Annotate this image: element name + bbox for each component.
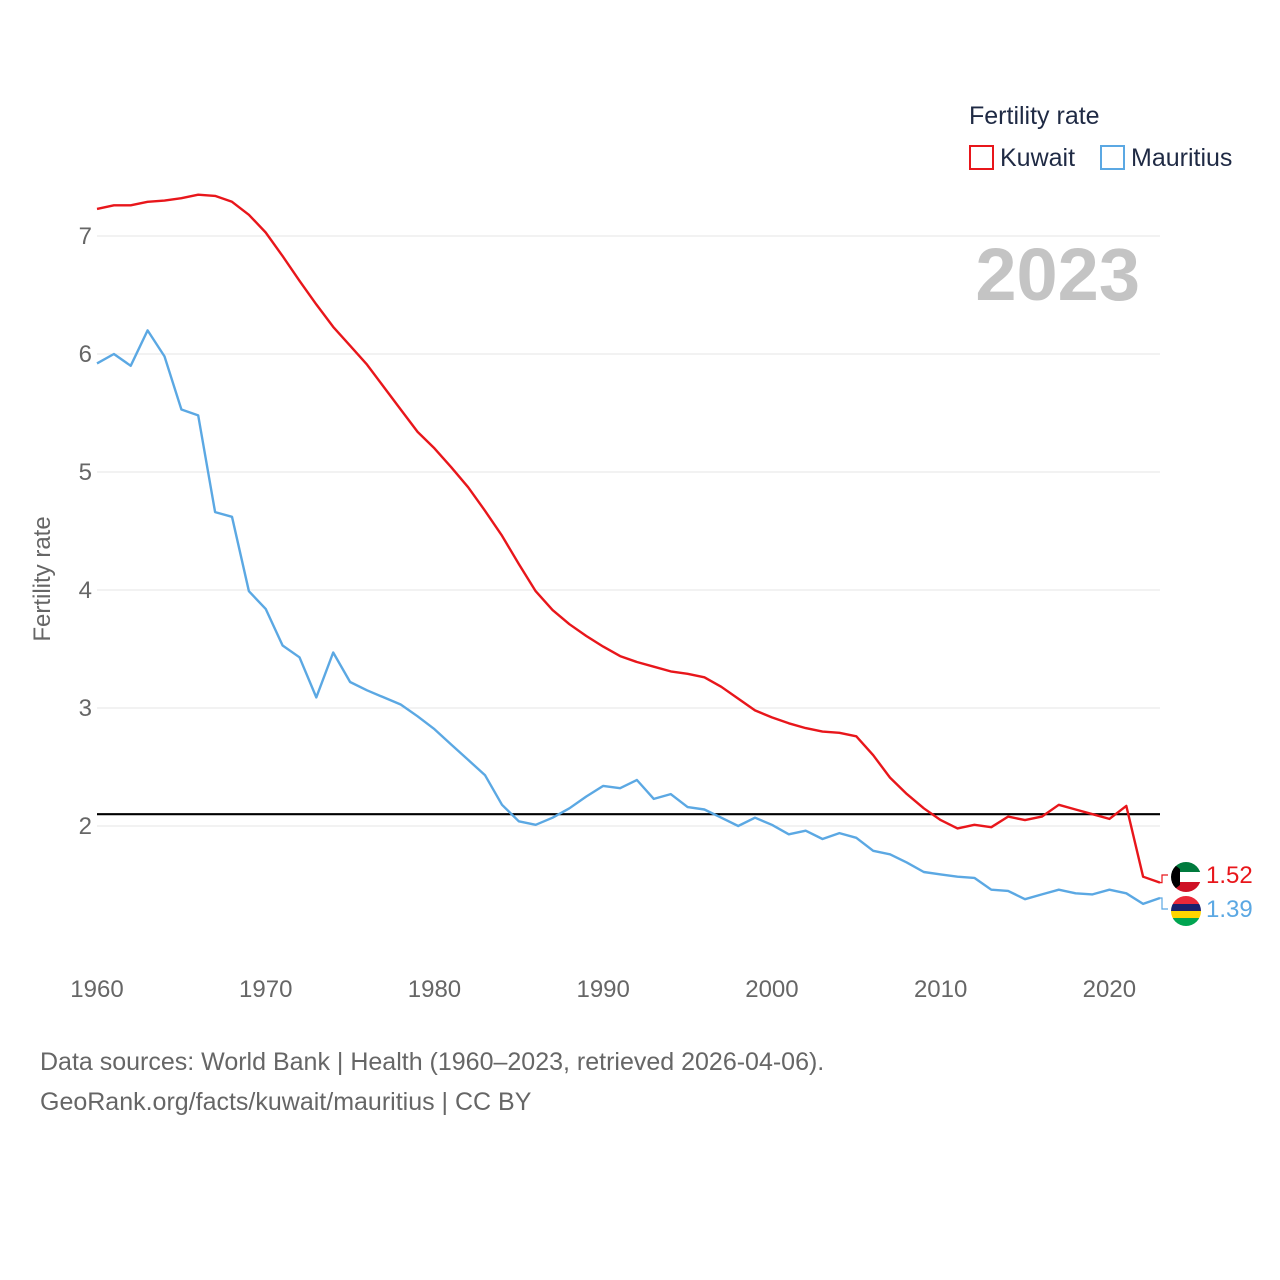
mauritius-flag-icon xyxy=(1171,896,1201,926)
y-tick-labels: 2 3 4 5 6 7 xyxy=(79,223,92,840)
end-label-connector xyxy=(1160,897,1168,910)
year-watermark: 2023 xyxy=(975,233,1140,316)
legend-label-mauritius[interactable]: Mauritius xyxy=(1131,144,1232,172)
legend-title: Fertility rate xyxy=(969,102,1100,130)
end-labels: 1.52 1.39 xyxy=(1160,862,1253,923)
y-tick-label: 5 xyxy=(79,459,92,486)
y-tick-label: 7 xyxy=(79,223,92,250)
kuwait-flag-icon xyxy=(1171,862,1201,892)
attribution-text: GeoRank.org/facts/kuwait/mauritius | CC … xyxy=(40,1088,532,1116)
x-tick-labels: 1960 1970 1980 1990 2000 2010 2020 xyxy=(70,976,1136,1003)
end-label-kuwait: 1.52 xyxy=(1206,862,1253,889)
y-tick-label: 3 xyxy=(79,695,92,722)
x-tick-label: 1970 xyxy=(239,976,292,1003)
end-label-mauritius: 1.39 xyxy=(1206,896,1253,923)
end-label-connector xyxy=(1160,874,1168,884)
y-tick-label: 2 xyxy=(79,813,92,840)
legend-swatch-kuwait[interactable] xyxy=(969,145,994,170)
series-line-mauritius[interactable] xyxy=(96,329,1161,906)
y-axis-label: Fertility rate xyxy=(29,516,56,641)
footer: Data sources: World Bank | Health (1960–… xyxy=(40,1042,824,1122)
series-lines xyxy=(96,193,1161,906)
x-tick-label: 2020 xyxy=(1083,976,1136,1003)
x-tick-label: 1960 xyxy=(70,976,123,1003)
legend-label-kuwait[interactable]: Kuwait xyxy=(1000,144,1075,172)
legend-swatch-mauritius[interactable] xyxy=(1100,145,1125,170)
x-tick-label: 2010 xyxy=(914,976,967,1003)
x-tick-label: 1990 xyxy=(576,976,629,1003)
y-tick-label: 4 xyxy=(79,577,92,604)
legend: Fertility rate Kuwait Mauritius xyxy=(969,102,1232,172)
y-tick-label: 6 xyxy=(79,341,92,368)
gridlines xyxy=(97,235,1160,827)
x-tick-label: 1980 xyxy=(408,976,461,1003)
x-tick-label: 2000 xyxy=(745,976,798,1003)
data-source-text: Data sources: World Bank | Health (1960–… xyxy=(40,1048,825,1076)
series-line-kuwait[interactable] xyxy=(96,193,1161,884)
